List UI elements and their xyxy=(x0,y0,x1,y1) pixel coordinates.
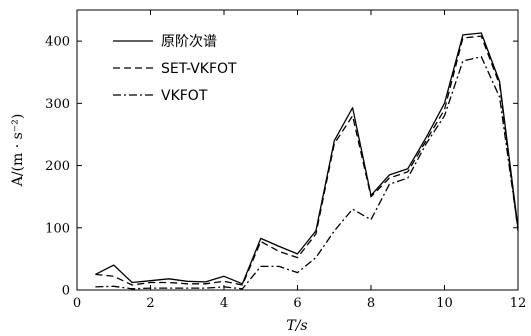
x-tick-label: 6 xyxy=(293,296,301,311)
axis-ticks: 0 2 4 6 8 10 12 0 100 200 300 400 xyxy=(45,10,526,311)
x-tick-label: 2 xyxy=(146,296,154,311)
legend-label-2: VKFOT xyxy=(161,88,208,104)
x-tick-label: 10 xyxy=(436,296,453,311)
legend: 原阶次谱 SET-VKFOT VKFOT xyxy=(113,34,237,104)
y-tick-label: 200 xyxy=(45,159,70,174)
y-tick-label: 400 xyxy=(45,35,70,50)
x-tick-label: 0 xyxy=(73,296,81,311)
x-tick-label: 12 xyxy=(510,296,527,311)
y-tick-label: 300 xyxy=(45,97,70,112)
legend-label-0: 原阶次谱 xyxy=(161,34,217,50)
y-tick-label: 0 xyxy=(62,284,70,299)
plot-frame xyxy=(76,9,519,291)
series-line-1 xyxy=(95,35,519,286)
y-axis-label: A/(m · s⁻²) xyxy=(10,114,26,188)
legend-label-1: SET-VKFOT xyxy=(161,61,237,77)
series-line-2 xyxy=(95,56,519,290)
x-axis-label: T/s xyxy=(286,318,307,334)
y-tick-label: 100 xyxy=(45,221,70,236)
series-lines xyxy=(95,32,519,290)
x-tick-label: 8 xyxy=(367,296,375,311)
series-line-0 xyxy=(95,32,519,285)
x-tick-label: 4 xyxy=(220,296,228,311)
